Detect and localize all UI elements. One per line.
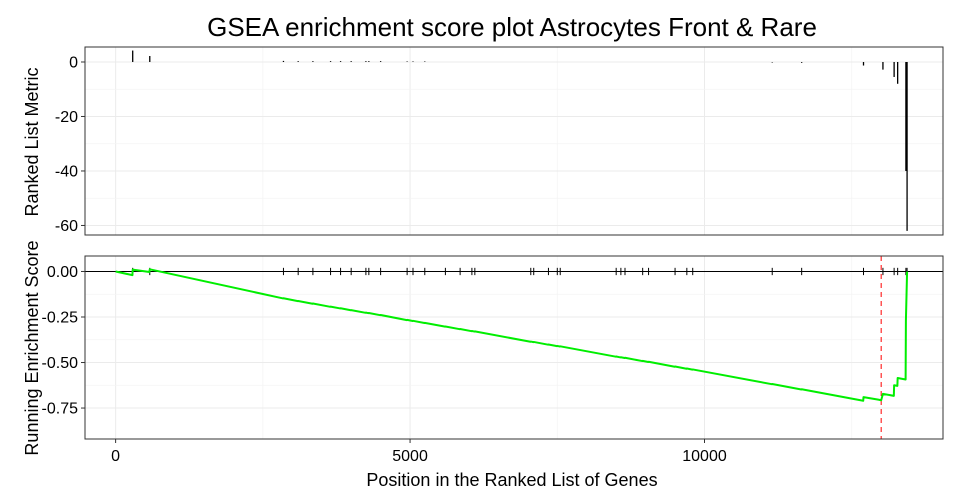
panel-background: [85, 47, 943, 235]
ylabel-running-enrichment-score: Running Enrichment Score: [22, 240, 42, 455]
es-y-tick-label: -0.75: [42, 401, 79, 418]
plot-title: GSEA enrichment score plot Astrocytes Fr…: [207, 12, 817, 42]
x-tick-label: 0: [111, 448, 120, 465]
es-y-tick-label: 0.00: [47, 264, 78, 281]
x-axis: 0 5000 10000: [111, 439, 727, 465]
panel-border: [84, 46, 944, 236]
metric-y-tick-label: 0: [69, 54, 78, 71]
running-enrichment-score-panel: 0.00 -0.25 -0.50 -0.75: [42, 255, 944, 440]
metric-y-tick-label: -60: [55, 218, 78, 235]
metric-y-tick-label: -40: [55, 163, 78, 180]
x-tick-label: 10000: [682, 448, 727, 465]
ylabel-ranked-list-metric: Ranked List Metric: [22, 67, 42, 216]
es-y-tick-label: -0.25: [42, 310, 79, 327]
es-y-tick-label: -0.50: [42, 355, 79, 372]
enrichment-score-line: [115, 268, 909, 402]
ranked-list-metric-panel: 0 -20 -40 -60: [55, 46, 944, 236]
x-tick-label: 5000: [392, 448, 428, 465]
metric-y-tick-label: -20: [55, 109, 78, 126]
x-axis-title: Position in the Ranked List of Genes: [366, 470, 657, 490]
panel-border: [84, 255, 944, 440]
